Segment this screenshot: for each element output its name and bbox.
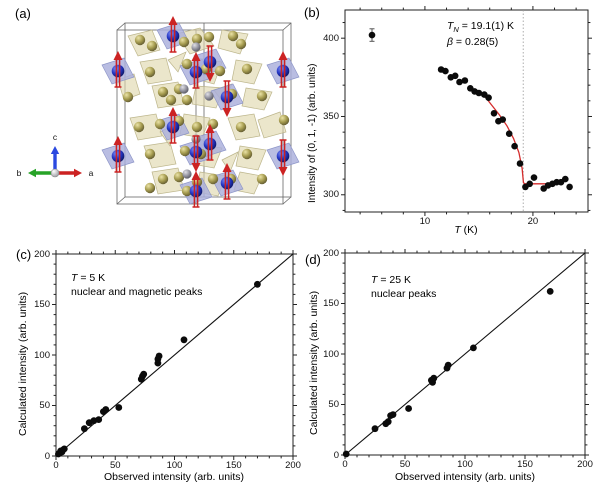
y-tick-label: 150 [34,299,50,310]
panel-b-plot-canvas [341,6,592,216]
data-points [368,31,573,192]
x-tick-label: 100 [457,459,473,470]
y-tick-label: 400 [323,32,339,44]
panel-a-label: (a) [15,6,31,21]
panel-d-label: (d) [305,252,321,267]
c-axis-label: c [53,132,58,142]
panel-d-y-axis-title: Calculated intensity (arb. units) [308,290,320,435]
a-axis-label: a [89,168,94,178]
data-points [342,288,554,458]
power-law-fit-line [481,92,546,185]
x-tick-label: 50 [109,460,121,471]
crystal-axes-widget: a b c [17,132,94,178]
y-tick-label: 100 [323,348,339,360]
panel-d-plot-canvas [341,249,589,459]
panel-b-fit-annotation: TN = 19.1(1) K β = 0.28(5) [447,20,514,49]
magnetic-atoms [111,29,290,198]
panel-d-x-axis-title: Observed intensity (arb. units) [394,471,536,483]
y-tick-label: 150 [323,298,339,309]
x-tick-label: 150 [517,459,533,470]
y-tick-label: 0 [333,449,339,461]
panel-b-y-axis-title: Intensity of (0, 1, -1) (arb. units) [307,63,318,204]
spin-arrows [113,16,288,208]
crystal-structure-drawing: a b c [17,16,300,208]
axes-origin-sphere [50,168,60,178]
x-tick-label: 200 [285,460,301,471]
panel-c-plot-canvas [52,250,297,460]
axes-frame [341,249,589,459]
panel-c-condition-label: T = 5 K nuclear and magnetic peaks [71,272,203,299]
x-tick-label: 100 [166,460,183,471]
x-tick-label: 50 [399,459,411,470]
y-tick-label: 50 [39,400,50,411]
panel-b-order-parameter-plot: (b) Intensity of (0, 1, -1) (arb. units)… [300,0,600,240]
y-tick-label: 200 [34,248,50,260]
x-tick-label: 150 [225,460,242,471]
panel-c-intensity-correlation-plot: (c) Calculated intensity (arb. units) Ob… [0,240,301,490]
x-tick-label: 0 [342,459,348,470]
y-tick-label: 350 [323,110,339,122]
panel-d-intensity-correlation-plot: (d) Calculated intensity (arb. units) Ob… [300,240,600,490]
y-tick-label: 200 [323,247,339,259]
x-tick-label: 0 [53,460,59,471]
panel-b-label: (b) [304,5,320,20]
y-tick-label: 50 [328,399,339,410]
panel-c-x-axis-title: Observed intensity (arb. units) [103,471,245,483]
panel-c-label: (c) [16,247,32,262]
y-tick-label: 0 [44,450,50,462]
panel-a-crystal-structure: (a) a b c [0,0,300,240]
y-tick-label: 300 [323,189,339,201]
b-axis-label: b [17,168,22,178]
x-tick-label: 200 [577,459,593,470]
panel-c-y-axis-title: Calculated intensity (arb. units) [17,291,29,436]
x-tick-label: 20 [527,216,539,227]
panel-b-x-axis-title: T (K) [454,224,478,236]
y-tick-label: 100 [34,349,50,361]
data-points [55,280,261,458]
x-tick-label: 10 [419,216,431,227]
axes-frame [52,250,297,460]
panel-d-condition-label: T = 25 K nuclear peaks [371,274,437,301]
axes-frame [341,6,592,216]
